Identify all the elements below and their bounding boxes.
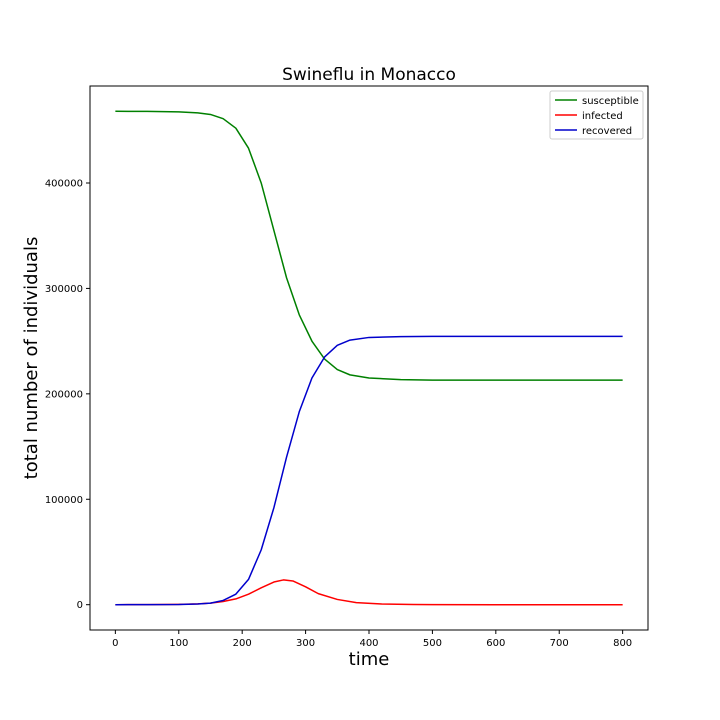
- y-tick-label: 0: [77, 600, 83, 611]
- y-tick-label: 400000: [45, 178, 83, 189]
- plot-lines: [115, 110, 623, 606]
- x-tick-label: 0: [112, 638, 118, 649]
- x-tick-label: 400: [359, 638, 378, 649]
- y-tick-label: 300000: [45, 284, 83, 295]
- x-tick-label: 100: [169, 638, 188, 649]
- legend-label-susceptible: susceptible: [582, 96, 639, 107]
- x-axis-ticks: 0 100 200 300 400 500 600 700 800: [112, 630, 632, 649]
- y-tick-label: 200000: [45, 389, 83, 400]
- chart-title: Swineflu in Monacco: [282, 65, 456, 85]
- x-tick-label: 300: [296, 638, 315, 649]
- x-axis-label: time: [349, 649, 390, 670]
- x-tick-label: 200: [233, 638, 252, 649]
- legend-label-infected: infected: [582, 111, 623, 122]
- legend: susceptible infected recovered: [549, 90, 644, 140]
- y-axis-label: total number of individuals: [21, 237, 42, 480]
- x-tick-label: 500: [423, 638, 442, 649]
- series-line-recovered: [115, 335, 623, 606]
- legend-label-recovered: recovered: [582, 126, 632, 137]
- series-line-susceptible: [115, 110, 623, 381]
- y-axis-ticks: 0 100000 200000 300000 400000: [45, 178, 90, 611]
- y-tick-label: 100000: [45, 495, 83, 506]
- legend-box: [549, 90, 644, 140]
- x-tick-label: 700: [550, 638, 569, 649]
- x-tick-label: 800: [613, 638, 632, 649]
- x-tick-label: 600: [486, 638, 505, 649]
